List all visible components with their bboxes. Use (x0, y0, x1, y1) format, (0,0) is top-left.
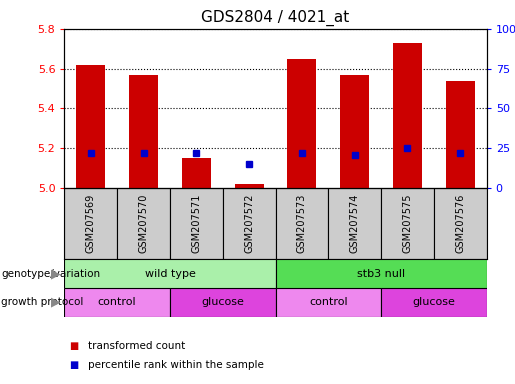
Text: ■: ■ (70, 341, 79, 351)
Bar (129, 74, 158, 188)
Text: ▶: ▶ (50, 296, 60, 309)
Bar (381, 288, 487, 317)
Bar (64, 288, 170, 317)
Title: GDS2804 / 4021_at: GDS2804 / 4021_at (201, 10, 350, 26)
Text: GSM207575: GSM207575 (403, 194, 413, 253)
Text: GSM207570: GSM207570 (139, 194, 148, 253)
Bar (276, 188, 329, 259)
Bar (76, 65, 105, 188)
Text: control: control (98, 297, 136, 308)
Bar (329, 188, 381, 259)
Bar (182, 158, 211, 188)
Bar (393, 43, 422, 188)
Bar (170, 288, 276, 317)
Text: glucose: glucose (413, 297, 455, 308)
Text: GSM207571: GSM207571 (192, 194, 201, 253)
Bar (64, 188, 117, 259)
Bar (287, 59, 316, 188)
Text: wild type: wild type (145, 268, 195, 279)
Bar (381, 188, 434, 259)
Bar (64, 259, 276, 288)
Bar (340, 74, 369, 188)
Bar (222, 188, 276, 259)
Bar (446, 81, 475, 188)
Text: stb3 null: stb3 null (357, 268, 405, 279)
Text: transformed count: transformed count (88, 341, 185, 351)
Text: GSM207569: GSM207569 (86, 194, 96, 253)
Text: GSM207574: GSM207574 (350, 194, 359, 253)
Text: growth protocol: growth protocol (1, 297, 83, 308)
Text: ■: ■ (70, 360, 79, 370)
Bar (170, 188, 222, 259)
Text: genotype/variation: genotype/variation (1, 268, 100, 279)
Bar (117, 188, 170, 259)
Bar (276, 288, 381, 317)
Text: GSM207576: GSM207576 (455, 194, 465, 253)
Text: glucose: glucose (201, 297, 244, 308)
Text: percentile rank within the sample: percentile rank within the sample (88, 360, 264, 370)
Bar (434, 188, 487, 259)
Bar (235, 184, 264, 188)
Text: GSM207573: GSM207573 (297, 194, 307, 253)
Bar (276, 259, 487, 288)
Text: control: control (309, 297, 348, 308)
Text: GSM207572: GSM207572 (244, 194, 254, 253)
Text: ▶: ▶ (50, 267, 60, 280)
